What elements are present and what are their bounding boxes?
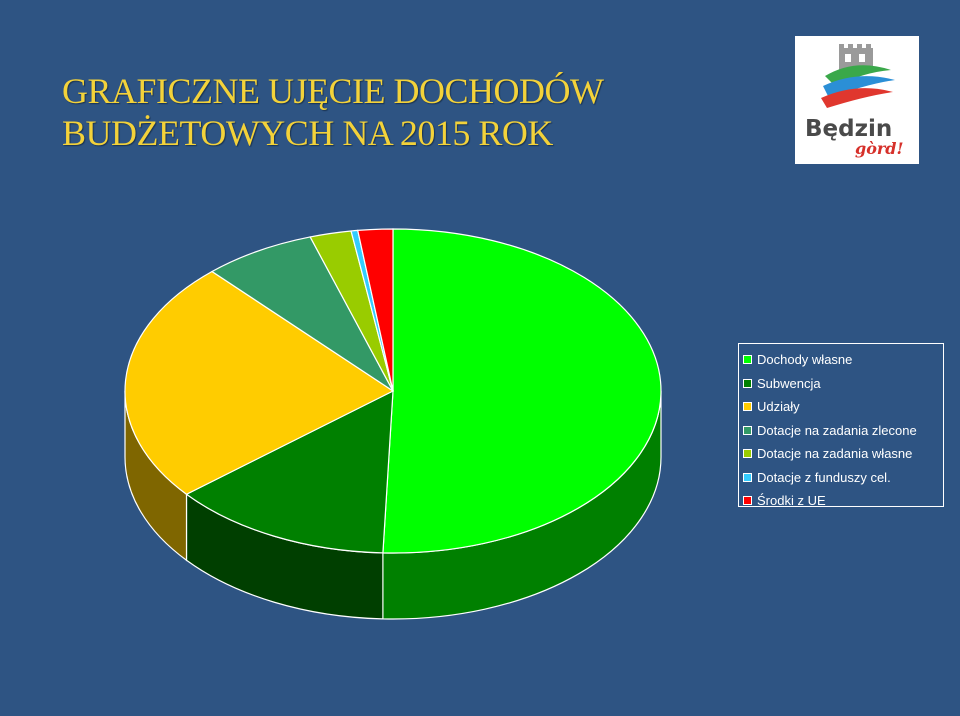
pie-slice-2 xyxy=(124,270,395,495)
legend-swatch-3 xyxy=(743,425,752,435)
bedzin-logo-icon: Będzin gòrd! xyxy=(805,44,904,158)
pie-slice-3 xyxy=(210,236,394,392)
chart-legend: Dochody własne Subwencja Udziały Dotacje na… xyxy=(738,343,944,508)
legend-swatch-5 xyxy=(743,472,752,482)
pie-top xyxy=(124,228,662,554)
bedzin-logo: Będzin gòrd! xyxy=(795,36,919,164)
legend-label-3: Dotacje na zadania zlecone xyxy=(757,422,917,438)
pie-slice-6 xyxy=(357,228,394,392)
legend-swatch-4 xyxy=(743,449,752,459)
legend-label-0: Dochody własne xyxy=(757,352,853,368)
legend-swatch-2 xyxy=(743,402,752,412)
legend-label-2: Udziały xyxy=(757,399,800,415)
legend-label-4: Dotacje na zadania własne xyxy=(757,446,913,462)
page-title: GRAFICZNE UJĘCIE DOCHODÓW BUDŻETOWYCH NA… xyxy=(62,70,604,154)
legend-item-5: Dotacje z funduszy cel. xyxy=(743,466,943,490)
legend-label-5: Dotacje z funduszy cel. xyxy=(757,469,891,485)
legend-label-6: Środki z UE xyxy=(757,493,826,509)
legend-item-1: Subwencja xyxy=(743,372,943,396)
legend-item-6: Środki z UE xyxy=(743,489,943,513)
legend-swatch-6 xyxy=(743,496,752,506)
pie-slice-0 xyxy=(382,228,662,554)
legend-label-1: Subwencja xyxy=(757,375,821,391)
legend-swatch-0 xyxy=(743,355,752,365)
legend-item-3: Dotacje na zadania zlecone xyxy=(743,419,943,443)
legend-item-2: Udziały xyxy=(743,395,943,419)
logo-text-gord: gòrd! xyxy=(855,139,904,158)
legend-item-4: Dotacje na zadania własne xyxy=(743,442,943,466)
title-line-1: GRAFICZNE UJĘCIE DOCHODÓW xyxy=(62,71,604,111)
title-line-2: BUDŻETOWYCH NA 2015 ROK xyxy=(62,113,553,153)
logo-text-bedzin: Będzin xyxy=(805,116,892,142)
pie-slice-1 xyxy=(185,389,394,554)
legend-item-0: Dochody własne xyxy=(743,348,943,372)
legend-swatch-1 xyxy=(743,378,752,388)
